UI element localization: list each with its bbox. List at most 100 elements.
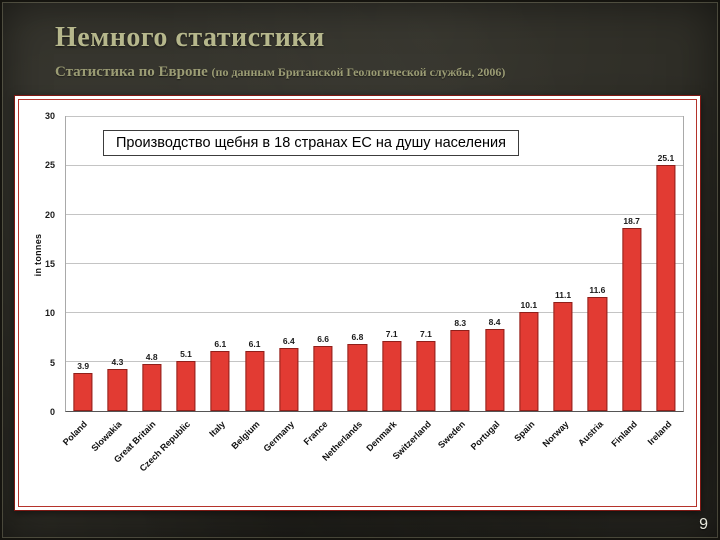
y-axis: 0 5 10 15 20 25 30 bbox=[19, 111, 61, 417]
x-axis-label: Finland bbox=[609, 419, 640, 449]
bar-slot: 3.9 bbox=[66, 117, 100, 411]
bar-slot: 8.3 bbox=[443, 117, 477, 411]
x-slot: Poland bbox=[61, 414, 99, 502]
bar-value-label: 10.1 bbox=[520, 300, 538, 311]
y-tick-label: 20 bbox=[44, 209, 55, 220]
bar-value-label: 8.3 bbox=[454, 317, 467, 328]
x-slot: Germany bbox=[261, 414, 305, 502]
x-axis-label: Spain bbox=[511, 419, 537, 444]
gridline bbox=[66, 165, 683, 166]
x-slot: Portugal bbox=[469, 414, 512, 502]
slide-title: Немного статистики bbox=[55, 22, 325, 53]
bar bbox=[176, 361, 196, 411]
bar-value-label: 6.4 bbox=[282, 336, 295, 347]
bar-slot: 6.4 bbox=[272, 117, 306, 411]
bar bbox=[587, 297, 607, 411]
x-axis-label: Ireland bbox=[645, 419, 674, 447]
x-slot: Belgium bbox=[229, 414, 271, 502]
x-slot: Switzerland bbox=[391, 414, 443, 502]
gridline bbox=[66, 263, 683, 264]
bar-slot: 8.4 bbox=[477, 117, 511, 411]
bar-value-label: 6.6 bbox=[317, 334, 330, 345]
x-slot: Czech Republic bbox=[138, 414, 202, 502]
chart-title: Производство щебня в 18 странах ЕС на ду… bbox=[103, 130, 519, 156]
bar bbox=[73, 372, 93, 411]
bar-slot: 25.1 bbox=[649, 117, 683, 411]
bar-value-label: 25.1 bbox=[657, 153, 675, 164]
y-tick-label: 10 bbox=[44, 308, 55, 319]
bar-value-label: 18.7 bbox=[623, 215, 640, 226]
bar bbox=[210, 351, 230, 411]
bar bbox=[622, 227, 642, 411]
bar-slot: 4.8 bbox=[135, 117, 169, 411]
bar bbox=[553, 302, 573, 411]
gridline bbox=[66, 312, 683, 313]
y-tick-label: 15 bbox=[44, 259, 55, 269]
bar-slot: 11.1 bbox=[546, 117, 580, 411]
bar-slot: 6.8 bbox=[340, 117, 374, 411]
x-slot: Austria bbox=[576, 414, 615, 502]
x-axis-label: Poland bbox=[60, 419, 90, 448]
bar-value-label: 11.1 bbox=[555, 290, 572, 301]
x-axis: Poland Slowakia Great Britain Czech Republi… bbox=[61, 414, 684, 502]
gridline bbox=[66, 214, 683, 215]
bar bbox=[142, 363, 162, 411]
y-tick-label: 30 bbox=[44, 111, 55, 121]
x-axis-label: Italy bbox=[207, 419, 227, 439]
bar-series: 3.9 4.3 4.8 5.1 6.1 6.1 6.4 6.6 6.8 7.1 7.1 8.3 8.4 1… bbox=[66, 117, 683, 411]
slide-subtitle: Статистика по Европе (по данным Британск… bbox=[55, 64, 505, 81]
bar-value-label: 6.1 bbox=[248, 339, 261, 350]
plot-area: 3.9 4.3 4.8 5.1 6.1 6.1 6.4 6.6 6.8 7.1 7.1 8.3 8.4 1… bbox=[65, 116, 684, 412]
y-tick-label: 25 bbox=[44, 160, 55, 171]
bar-value-label: 11.6 bbox=[589, 285, 606, 296]
bar-slot: 5.1 bbox=[169, 117, 203, 411]
x-axis-label: France bbox=[302, 419, 331, 447]
x-slot: Italy bbox=[203, 414, 237, 502]
bar bbox=[450, 329, 470, 411]
bar-slot: 4.3 bbox=[100, 117, 134, 411]
bar-slot: 6.1 bbox=[203, 117, 237, 411]
chart-frame: Производство щебня в 18 странах ЕС на ду… bbox=[18, 99, 697, 507]
gridline bbox=[66, 361, 683, 362]
bar-slot: 6.1 bbox=[237, 117, 271, 411]
bar bbox=[244, 351, 265, 411]
bar bbox=[382, 341, 402, 411]
y-tick-label: 0 bbox=[49, 407, 55, 417]
slide-subtitle-note: (по данным Британской Геологической служ… bbox=[211, 65, 506, 79]
bar-value-label: 7.1 bbox=[385, 329, 398, 340]
page-number: 9 bbox=[699, 516, 708, 533]
bar bbox=[279, 348, 299, 411]
bar-value-label: 4.8 bbox=[145, 351, 158, 362]
bar bbox=[519, 312, 539, 411]
x-slot: Spain bbox=[512, 414, 546, 502]
bar bbox=[656, 165, 676, 411]
bar bbox=[347, 344, 367, 411]
bar bbox=[484, 328, 505, 411]
x-slot: Sweden bbox=[436, 414, 477, 502]
bar-slot: 7.1 bbox=[409, 117, 443, 411]
x-slot: Netherlands bbox=[321, 414, 374, 502]
bar bbox=[416, 341, 436, 411]
bar-slot: 10.1 bbox=[512, 117, 546, 411]
bar-slot: 18.7 bbox=[615, 117, 649, 411]
bar-value-label: 6.8 bbox=[351, 332, 364, 343]
bar-slot: 6.6 bbox=[306, 117, 340, 411]
bar-value-label: 5.1 bbox=[180, 349, 192, 360]
bar-slot: 11.6 bbox=[580, 117, 614, 411]
x-slot: Finland bbox=[610, 414, 649, 502]
slide-subtitle-main: Статистика по Европе bbox=[55, 64, 212, 80]
bar-value-label: 3.9 bbox=[77, 360, 90, 371]
bar-value-label: 4.3 bbox=[111, 356, 124, 367]
bar-value-label: 7.1 bbox=[420, 329, 432, 340]
x-slot: Ireland bbox=[646, 414, 684, 502]
bar bbox=[107, 368, 128, 411]
gridline bbox=[66, 116, 683, 117]
x-slot: Norway bbox=[541, 414, 580, 502]
bar bbox=[313, 346, 333, 411]
bar-value-label: 8.4 bbox=[488, 316, 501, 327]
x-slot: Denmark bbox=[364, 414, 409, 502]
bar-value-label: 6.1 bbox=[214, 339, 227, 350]
y-tick-label: 5 bbox=[49, 357, 55, 368]
bar-slot: 7.1 bbox=[375, 117, 409, 411]
